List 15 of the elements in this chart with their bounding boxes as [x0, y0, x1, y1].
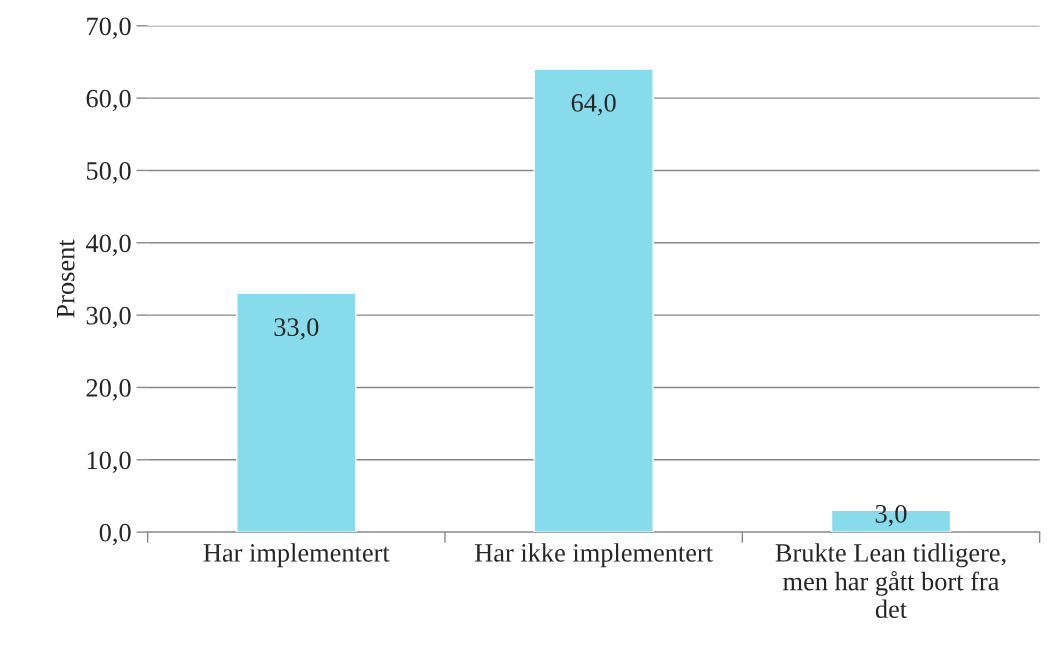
y-tick-label: 50,0 — [87, 162, 131, 184]
y-axis-title: Prosent — [57, 239, 75, 318]
y-tick-label: 30,0 — [86, 306, 131, 329]
y-tick-label: 0,0 — [99, 523, 131, 546]
x-tick-label: Har implementert — [203, 543, 390, 568]
data-label: 3,0 — [875, 504, 907, 527]
y-tick-label: 60,0 — [86, 89, 131, 112]
x-tick-label: Brukte Lean tidligere, men har gått bort fra det — [775, 543, 1006, 619]
y-tick-label: 70,0 — [87, 17, 131, 39]
y-tick-label: 20,0 — [86, 379, 131, 401]
y-tick-label: 10,0 — [87, 451, 131, 473]
y-tick-label: 40,0 — [85, 234, 131, 256]
x-tick-label: Har ikke implementert — [474, 543, 713, 568]
data-label: 64,0 — [571, 93, 616, 116]
data-label: 33,0 — [274, 318, 319, 340]
